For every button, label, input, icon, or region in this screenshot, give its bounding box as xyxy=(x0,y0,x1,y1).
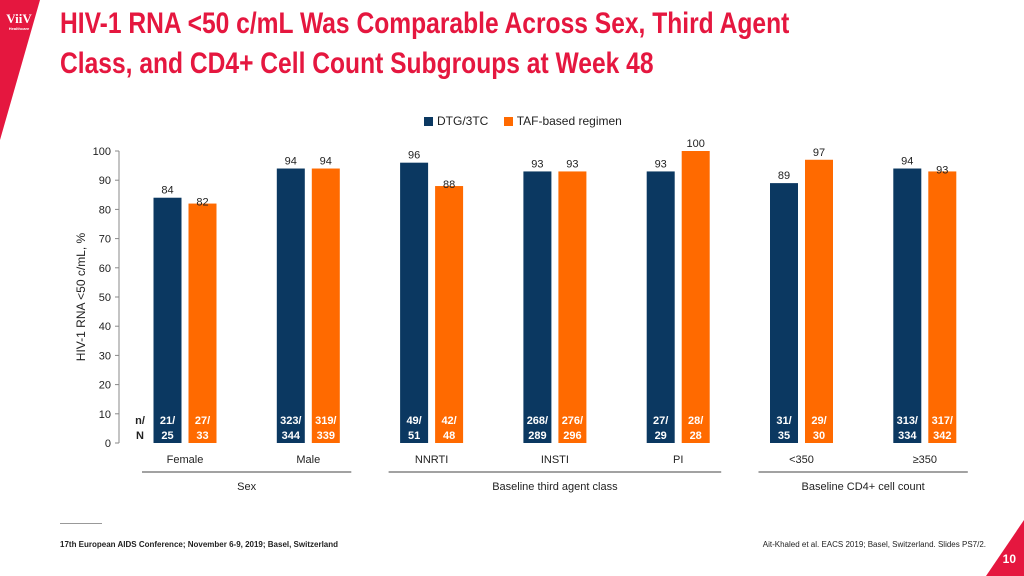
y-tick-label: 0 xyxy=(105,438,111,450)
bar-n-label: 276/ xyxy=(562,415,583,427)
page-corner xyxy=(986,520,1024,576)
group-label: Sex xyxy=(237,481,256,493)
slide-title: HIV-1 RNA <50 c/mL Was Comparable Across… xyxy=(60,7,790,80)
bar-dtg xyxy=(523,171,552,443)
legend-swatch-taf xyxy=(503,116,513,126)
bar-taf xyxy=(681,151,710,443)
bar-N-label: 51 xyxy=(408,430,420,442)
legend-item-taf: TAF-based regimen xyxy=(503,114,622,128)
bar-dtg xyxy=(770,183,798,443)
bar-n-label: 27/ xyxy=(653,415,668,427)
bar-N-label: 35 xyxy=(778,430,790,442)
bar-value-label: 93 xyxy=(566,158,578,170)
bar-n-label: 313/ xyxy=(897,415,918,427)
bar-value-label: 89 xyxy=(778,170,790,182)
chart-legend: DTG/3TC TAF-based regimen xyxy=(424,114,634,129)
bar-N-label: 28 xyxy=(690,430,702,442)
y-tick-label: 20 xyxy=(99,380,111,392)
legend-label-taf: TAF-based regimen xyxy=(516,114,622,128)
bar-n-label: 317/ xyxy=(932,415,953,427)
y-tick-label: 40 xyxy=(99,321,111,333)
bar-taf xyxy=(311,168,340,443)
viiv-logo: ViiV Healthcare xyxy=(6,12,32,34)
bar-taf xyxy=(805,159,833,443)
footer-citation: Ait-Khaled et al. EACS 2019; Basel, Swit… xyxy=(762,540,986,549)
group-label: Baseline third agent class xyxy=(492,481,618,493)
y-tick-label: 80 xyxy=(99,204,111,216)
legend-swatch-dtg xyxy=(424,116,433,126)
bar-value-label: 93 xyxy=(655,158,667,170)
bar-n-label: 42/ xyxy=(441,415,456,427)
logo-tagline: Healthcare xyxy=(8,26,30,31)
bar-n-label: 27/ xyxy=(195,415,210,427)
y-tick-label: 70 xyxy=(99,234,111,246)
y-tick-label: 90 xyxy=(99,175,111,187)
footer-conference: 17th European AIDS Conference; November … xyxy=(60,540,339,549)
y-axis-title: HIV-1 RNA <50 c/mL, % xyxy=(74,232,88,361)
y-tick-label: 30 xyxy=(99,350,111,362)
footer-divider xyxy=(60,523,102,524)
bar-N-label: 25 xyxy=(161,430,173,442)
bar-value-label: 93 xyxy=(531,158,543,170)
x-category-label: PI xyxy=(673,454,683,466)
bar-n-label: 28/ xyxy=(688,415,703,427)
bar-N-label: 344 xyxy=(282,430,301,442)
bar-N-label: 48 xyxy=(443,430,455,442)
bar-value-label: 96 xyxy=(408,150,420,162)
bar-N-label: 296 xyxy=(563,430,581,442)
x-category-label: INSTI xyxy=(541,454,569,466)
bar-value-label: 84 xyxy=(161,185,173,197)
bar-N-label: 33 xyxy=(196,430,208,442)
bar-taf xyxy=(928,171,957,443)
bar-n-label: 29/ xyxy=(811,415,826,427)
bar-value-label: 94 xyxy=(901,156,913,168)
bar-value-label: 88 xyxy=(443,179,455,191)
group-label: Baseline CD4+ cell count xyxy=(802,481,925,493)
bar-n-label: 268/ xyxy=(527,415,548,427)
legend-item-dtg: DTG/3TC xyxy=(424,114,488,128)
y-tick-label: 60 xyxy=(99,263,111,275)
N-label: N xyxy=(136,430,144,442)
x-category-label: Male xyxy=(296,454,320,466)
bar-N-label: 334 xyxy=(898,430,917,442)
bar-value-label: 94 xyxy=(320,156,332,168)
bar-taf xyxy=(188,203,217,443)
bar-value-label: 97 xyxy=(813,147,825,159)
bar-n-label: 319/ xyxy=(315,415,336,427)
y-tick-label: 10 xyxy=(99,409,111,421)
bar-taf xyxy=(558,171,587,443)
bar-dtg xyxy=(400,162,429,443)
bar-n-label: 21/ xyxy=(160,415,175,427)
bar-N-label: 289 xyxy=(528,430,546,442)
bar-dtg xyxy=(893,168,922,443)
n-label: n/ xyxy=(135,415,145,427)
x-category-label: <350 xyxy=(789,454,814,466)
bar-N-label: 339 xyxy=(317,430,335,442)
bar-value-label: 82 xyxy=(196,197,208,209)
bar-taf xyxy=(435,186,464,444)
y-tick-label: 50 xyxy=(99,292,111,304)
bar-n-label: 323/ xyxy=(280,415,301,427)
bar-value-label: 93 xyxy=(936,164,948,176)
page-number: 10 xyxy=(1002,552,1016,566)
bar-N-label: 29 xyxy=(655,430,667,442)
corner-accent xyxy=(0,0,40,140)
bar-value-label: 94 xyxy=(285,156,297,168)
bar-dtg xyxy=(276,168,305,443)
x-category-label: Female xyxy=(167,454,204,466)
y-tick-label: 100 xyxy=(93,146,111,158)
bar-dtg xyxy=(646,171,675,443)
bar-N-label: 30 xyxy=(813,430,825,442)
legend-label-dtg: DTG/3TC xyxy=(437,114,489,128)
bar-N-label: 342 xyxy=(933,430,951,442)
bar-dtg xyxy=(153,197,182,443)
x-category-label: ≥350 xyxy=(913,454,937,466)
bar-value-label: 100 xyxy=(687,138,705,150)
bar-n-label: 31/ xyxy=(776,415,791,427)
logo-text: ViiV xyxy=(6,11,32,26)
bar-n-label: 49/ xyxy=(406,415,421,427)
x-category-label: NNRTI xyxy=(415,454,448,466)
